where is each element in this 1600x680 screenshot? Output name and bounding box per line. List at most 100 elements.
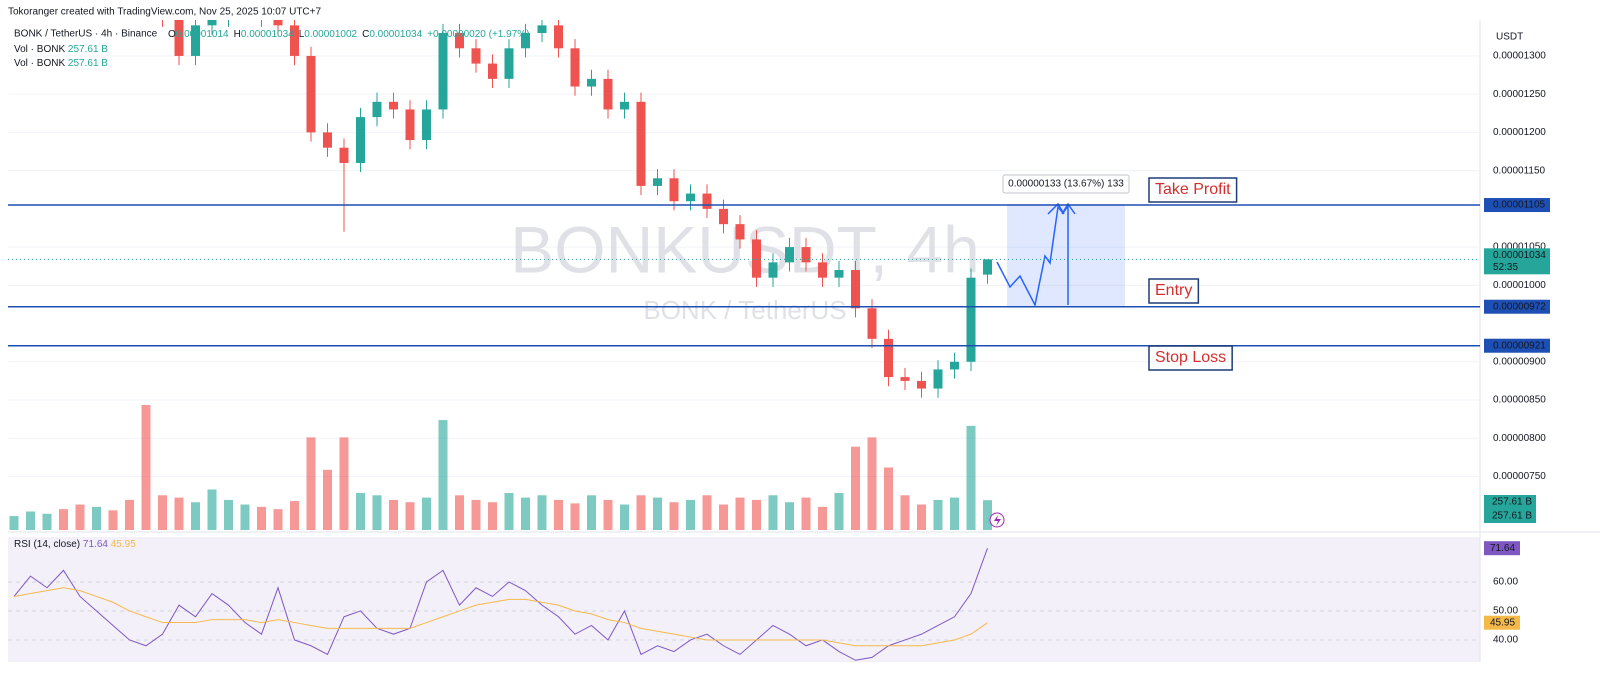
rsi-value-label: 71.64 [1490,543,1515,554]
rsi-line [13,548,988,661]
volume-bar [752,499,761,530]
volume-bar [191,502,200,530]
value: 257.61 B [68,58,108,69]
volume-bar [306,437,316,530]
candle-body [950,361,959,370]
watermark: BONKUSDT, 4h BONK / TetherUS [510,212,979,324]
candle-body [471,48,481,64]
volume-bar [785,502,794,530]
volume-axis-label: 257.61 B [1492,511,1532,522]
ohlc-legend: O0.00001014 H0.00001034 L0.00001002 C0.0000… [168,29,530,40]
watermark-subtitle: BONK / TetherUS [643,295,846,325]
candle-body [768,262,778,278]
volume-bar [966,425,976,530]
candle-body [966,277,976,362]
value: 45.95 [111,539,136,550]
candle-body [174,20,184,56]
y-tick-label: 0.00000900 [1493,356,1546,367]
y-tick-label: 0.00001200 [1493,127,1546,138]
level-box [1484,338,1550,353]
change: +0.00000020 (+1.97%) [427,29,529,40]
candle-body [785,247,794,263]
candle-body [455,32,464,49]
arrow-head [1047,202,1065,215]
volume-bar [867,437,877,530]
last-price-label: 0.00001034 [1493,250,1546,261]
candle-body [273,20,283,26]
legend: BONK / TetherUS · 4h · Binance Vol · BON… [14,29,530,550]
y-tick-label: 0.00000850 [1493,395,1546,406]
candle-body [620,101,629,110]
candle-body [389,101,398,110]
candle-body [488,63,497,79]
y-tick-label: 0.00001150 [1493,165,1546,176]
volume-bar [42,513,52,530]
volume-bar [554,499,563,530]
level-name-box [1148,177,1238,203]
ohlc-value: 0.00001014 [176,29,229,40]
rsi-value-box [1484,615,1520,630]
volume-bar [834,492,844,530]
volume-bar [488,502,497,530]
volume-bar [207,489,217,530]
volume-bar [587,495,596,530]
y-tick-label: 40.00 [1493,635,1518,646]
candle-body [719,208,728,225]
volume-bar [26,511,35,530]
volume-bar [290,501,299,530]
candle-body [306,55,316,133]
candle-body [818,262,827,278]
volume-bar [917,504,926,530]
value: 257.61 B [68,44,108,55]
candle-body [521,32,530,49]
volume-bar [257,506,266,530]
volume-bar [405,502,415,530]
label: Vol · BONK [14,58,65,69]
volume-bar [620,504,629,530]
volume-bar [455,495,464,530]
candle-body [290,25,299,56]
candle-body [900,377,910,381]
volume-bar [273,509,283,530]
arrow-head [1061,202,1076,215]
volume-bar [339,437,349,530]
ohlc-label: H [234,29,241,40]
candle-body [636,101,646,186]
volume-bar [686,499,695,530]
volume-bar [950,497,959,530]
candle-body [422,109,431,141]
level-price-label: 0.00000921 [1493,340,1546,351]
volume-bar [389,499,398,530]
volume-legend: Vol · BONK 257.61 B [14,44,108,55]
last-price-box [1484,248,1550,275]
ohlc-value: 0.00001002 [304,29,357,40]
volume-bar [884,467,893,530]
volume-bar [59,509,68,530]
volume-box [1484,495,1536,509]
candle-body [669,178,679,202]
candle-body [851,270,860,309]
measure-label: 0.00000133 (13.67%) 133 [1008,179,1124,190]
volume-bar [9,516,19,530]
volume-bar [240,504,250,530]
candle-body [834,270,844,278]
y-tick-label: 50.00 [1493,606,1518,617]
candle-body [983,259,992,275]
level-box [1484,198,1550,213]
label: RSI (14, close) [14,539,80,550]
candle-body [653,178,662,186]
volume [9,405,992,530]
volume-bar [125,499,134,530]
y-tick-label: 0.00001250 [1493,89,1546,100]
candle-body [587,78,596,87]
candle-body [323,132,332,148]
label: Vol · BONK [14,44,65,55]
candle-body [207,20,217,26]
y-tick-label: 0.00001300 [1493,51,1546,62]
candles [162,20,992,398]
volume-bar [158,495,167,530]
rsi-value-box [1484,541,1520,556]
y-tick-label: 0.00000800 [1493,433,1546,444]
candle-body [356,117,365,163]
